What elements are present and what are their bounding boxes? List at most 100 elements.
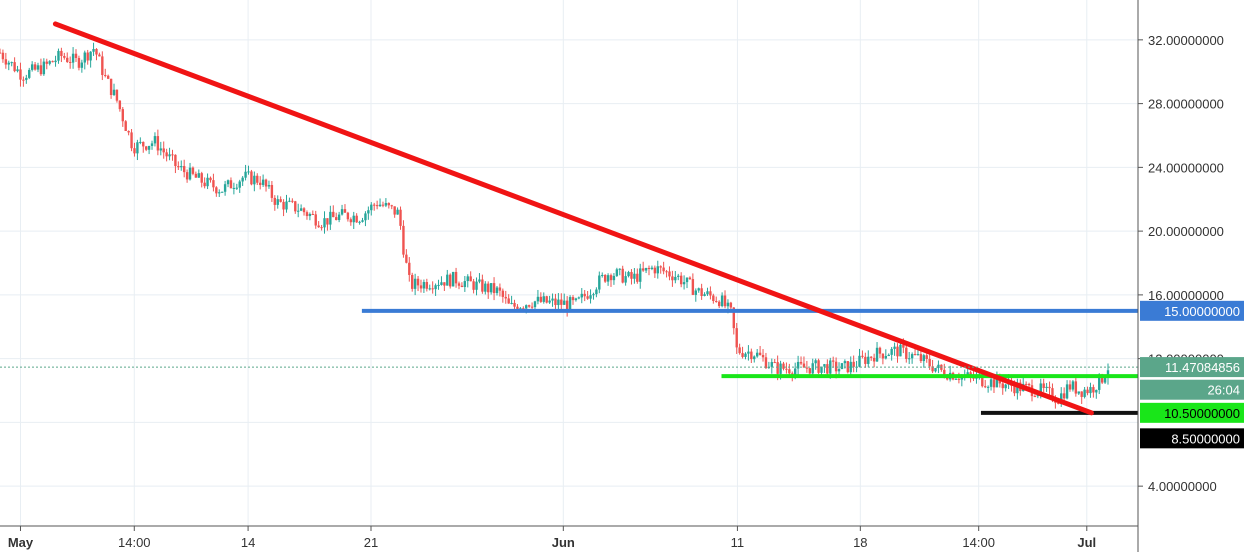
candle-body bbox=[481, 279, 484, 292]
candle-body bbox=[98, 54, 101, 57]
price-tag-box bbox=[1140, 357, 1244, 378]
candle-body bbox=[370, 204, 373, 211]
candle-body bbox=[405, 254, 408, 263]
x-tick-label: May bbox=[8, 535, 34, 550]
candle-body bbox=[548, 300, 551, 303]
candle-body bbox=[712, 295, 715, 301]
candle-body bbox=[349, 219, 353, 223]
candles bbox=[0, 42, 1110, 409]
candle-body bbox=[1039, 383, 1042, 394]
candle-body bbox=[717, 301, 721, 307]
candle-body bbox=[4, 59, 8, 65]
candle-body bbox=[48, 61, 51, 64]
candle-body bbox=[1060, 393, 1063, 404]
y-tick-label: 16.00000000 bbox=[1148, 288, 1224, 303]
candle-body bbox=[416, 278, 420, 286]
candle-body bbox=[136, 142, 139, 154]
candle-body bbox=[253, 175, 256, 185]
candle-body bbox=[223, 184, 227, 192]
candle-body bbox=[475, 281, 478, 290]
candle-body bbox=[25, 77, 28, 80]
y-axis[interactable]: 32.00000000 28.00000000 24.00000000 20.0000… bbox=[1137, 0, 1224, 552]
candle-body bbox=[1065, 384, 1069, 399]
candle-body bbox=[57, 50, 60, 61]
candle-body bbox=[872, 357, 876, 362]
candle-body bbox=[419, 285, 423, 289]
candle-body bbox=[156, 136, 160, 151]
candle-body bbox=[837, 369, 841, 372]
candle-body bbox=[209, 177, 212, 181]
candle-body bbox=[525, 305, 528, 309]
candle-body bbox=[77, 58, 81, 68]
candle-body bbox=[1080, 391, 1083, 397]
candle-body bbox=[188, 167, 192, 180]
candle-body bbox=[352, 215, 355, 223]
candle-body bbox=[881, 353, 885, 359]
candle-body bbox=[984, 386, 987, 388]
candle-body bbox=[121, 109, 124, 122]
candle-body bbox=[905, 347, 908, 359]
candle-body bbox=[302, 208, 306, 213]
candle-body bbox=[463, 281, 467, 287]
candle-body bbox=[443, 282, 446, 286]
candle-body bbox=[220, 191, 224, 193]
candle-body bbox=[305, 212, 309, 217]
candle-body bbox=[229, 180, 233, 189]
candle-body bbox=[174, 154, 177, 167]
candle-body bbox=[937, 364, 940, 369]
price-tag-label: 26:04 bbox=[1207, 383, 1240, 398]
candle-body bbox=[609, 275, 613, 281]
candle-body bbox=[636, 273, 639, 282]
candle-body bbox=[191, 167, 195, 174]
candle-body bbox=[738, 347, 741, 354]
candle-body bbox=[68, 61, 72, 63]
candle-body bbox=[484, 283, 487, 292]
candle-body bbox=[688, 277, 692, 280]
candle-body bbox=[586, 296, 589, 299]
trendline-group bbox=[52, 21, 1094, 416]
candle-body bbox=[753, 356, 756, 360]
candle-body bbox=[425, 282, 429, 289]
candle-body bbox=[457, 283, 461, 286]
candle-body bbox=[808, 368, 812, 374]
candle-body bbox=[1, 52, 5, 60]
candle-body bbox=[577, 297, 581, 299]
x-tick-label: 11 bbox=[731, 535, 745, 550]
candle-body bbox=[1106, 370, 1110, 378]
candle-body bbox=[45, 61, 48, 64]
candle-body bbox=[454, 271, 458, 284]
candle-body bbox=[846, 361, 850, 373]
candle-body bbox=[1092, 387, 1095, 393]
red-trendline bbox=[52, 21, 1094, 416]
candle-body bbox=[101, 56, 104, 76]
candle-body bbox=[601, 274, 604, 276]
candle-body bbox=[887, 354, 890, 357]
candle-body bbox=[691, 279, 695, 295]
candle-body bbox=[30, 64, 34, 70]
candle-body bbox=[498, 287, 502, 291]
candle-body bbox=[250, 171, 253, 185]
candle-body bbox=[63, 56, 66, 58]
candle-body bbox=[761, 354, 765, 358]
candle-body bbox=[758, 352, 762, 355]
candle-body bbox=[1098, 374, 1101, 390]
candle-body bbox=[910, 354, 914, 359]
candle-body bbox=[1077, 391, 1080, 394]
candle-body bbox=[212, 180, 215, 188]
candle-body bbox=[273, 197, 277, 205]
candle-body bbox=[256, 175, 259, 183]
candle-body bbox=[925, 355, 928, 359]
candle-body bbox=[527, 305, 531, 307]
candle-body bbox=[796, 361, 800, 369]
candle-body bbox=[592, 294, 595, 296]
candle-body bbox=[378, 204, 382, 207]
candle-body bbox=[185, 172, 189, 180]
candle-body bbox=[603, 274, 607, 282]
candle-body bbox=[793, 368, 797, 376]
candle-body bbox=[834, 361, 838, 372]
candle-body bbox=[478, 279, 481, 282]
x-axis[interactable]: May 14:00 14 21 Jun 11 18 14:00 Jul bbox=[0, 525, 1138, 550]
candle-body bbox=[282, 201, 285, 210]
candle-body bbox=[557, 299, 560, 306]
candle-body bbox=[66, 57, 69, 62]
